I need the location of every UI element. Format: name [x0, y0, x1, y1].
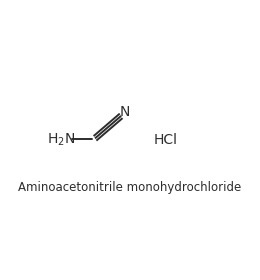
- Text: Aminoacetonitrile monohydrochloride: Aminoacetonitrile monohydrochloride: [18, 181, 242, 194]
- Text: H$_2$N: H$_2$N: [47, 132, 75, 148]
- Text: N: N: [120, 105, 131, 119]
- Text: HCl: HCl: [154, 133, 178, 147]
